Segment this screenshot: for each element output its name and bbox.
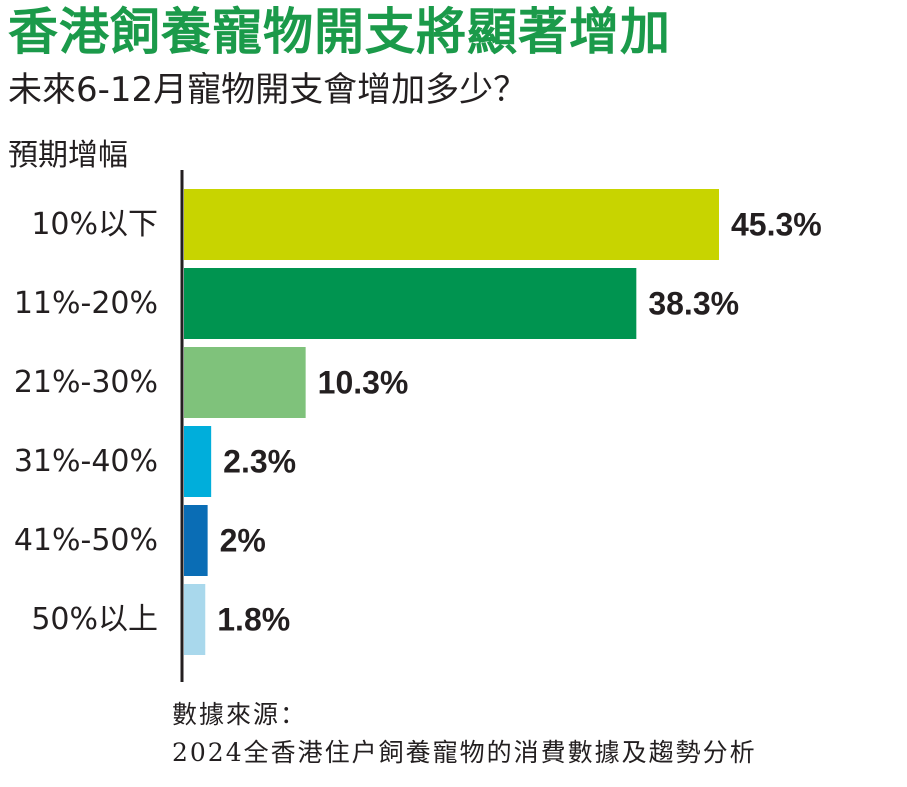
value-label: 10.3% xyxy=(318,365,409,401)
y-axis-label: 預期增幅 xyxy=(8,138,128,173)
category-label: 41%-50% xyxy=(14,523,158,558)
value-label: 45.3% xyxy=(731,207,822,243)
bar xyxy=(184,584,206,655)
bar xyxy=(184,268,637,339)
source-label: 數據來源： xyxy=(172,700,308,729)
source-text: 2024全香港住户飼養寵物的消費數據及趨勢分析 xyxy=(172,738,757,767)
category-label: 21%-30% xyxy=(14,365,158,400)
category-label: 11%-20% xyxy=(14,286,158,321)
category-label: 31%-40% xyxy=(14,444,158,479)
bar xyxy=(184,426,212,497)
value-label: 1.8% xyxy=(217,602,290,638)
value-label: 2% xyxy=(220,523,266,559)
category-label: 50%以上 xyxy=(31,602,158,637)
category-label: 10%以下 xyxy=(31,207,158,242)
bar xyxy=(184,347,306,418)
bar xyxy=(184,189,719,260)
chart-title: 香港飼養寵物開支將顯著增加 xyxy=(8,3,671,61)
value-label: 2.3% xyxy=(223,444,296,480)
value-label: 38.3% xyxy=(648,286,739,322)
bar xyxy=(184,505,208,576)
chart-subtitle: 未來6-12月寵物開支會增加多少？ xyxy=(8,70,528,110)
